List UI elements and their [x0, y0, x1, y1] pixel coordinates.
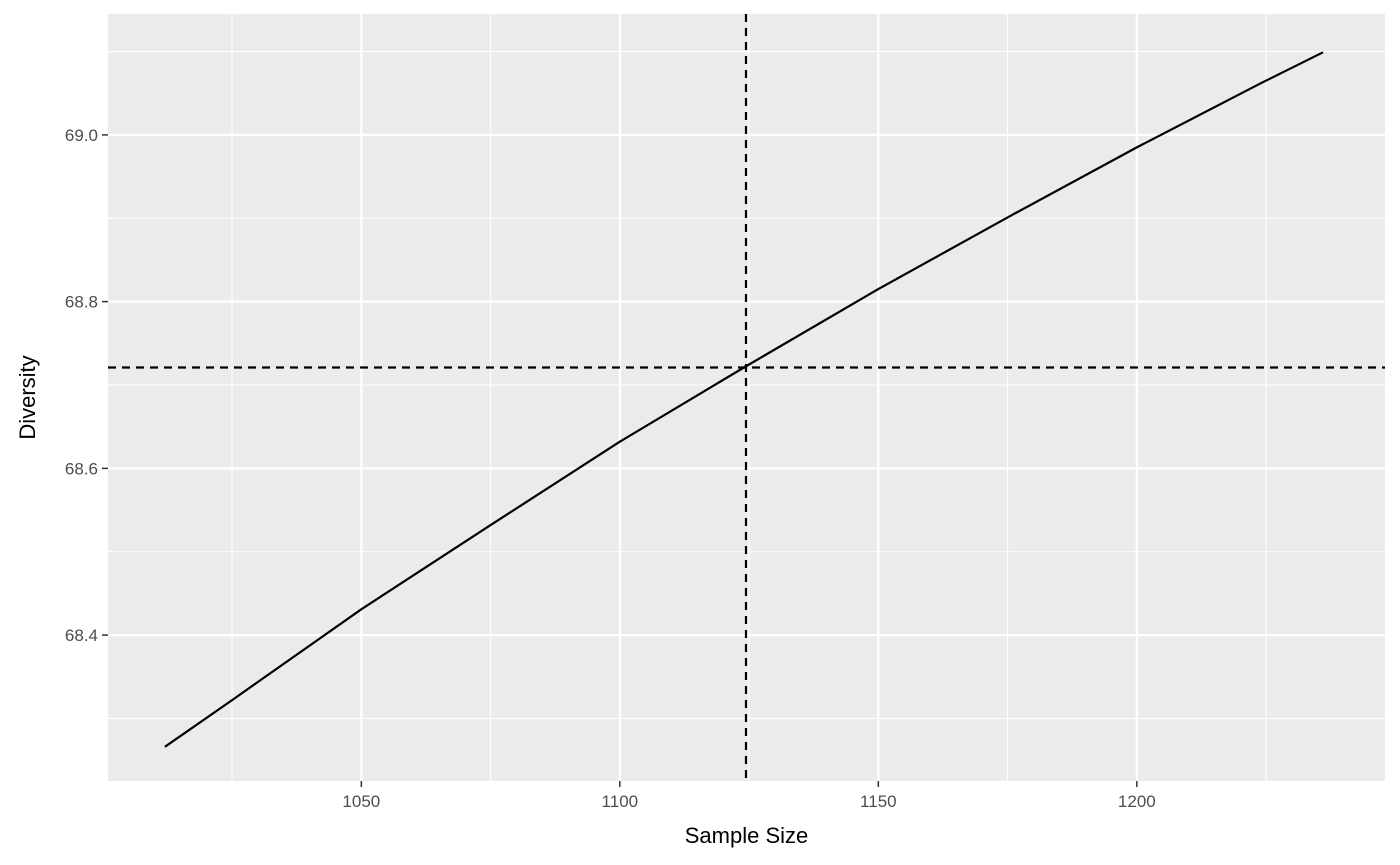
- y-tick-label: 69.0: [65, 126, 98, 145]
- x-axis-title: Sample Size: [685, 823, 809, 848]
- y-axis-title: Diversity: [15, 355, 40, 439]
- x-tick-label: 1100: [602, 792, 639, 811]
- plot-content: [108, 14, 1385, 781]
- y-tick-label: 68.4: [65, 626, 98, 645]
- x-tick-label: 1150: [860, 792, 897, 811]
- axis-ticks: [102, 134, 1138, 787]
- x-tick-label: 1200: [1118, 792, 1156, 811]
- tick-labels: 1050 1100 1150 1200 68.4 68.6 68.8 69.0: [65, 126, 1156, 811]
- y-tick-label: 68.8: [65, 293, 98, 312]
- y-tick-label: 68.6: [65, 459, 98, 478]
- x-tick-label: 1050: [342, 792, 380, 811]
